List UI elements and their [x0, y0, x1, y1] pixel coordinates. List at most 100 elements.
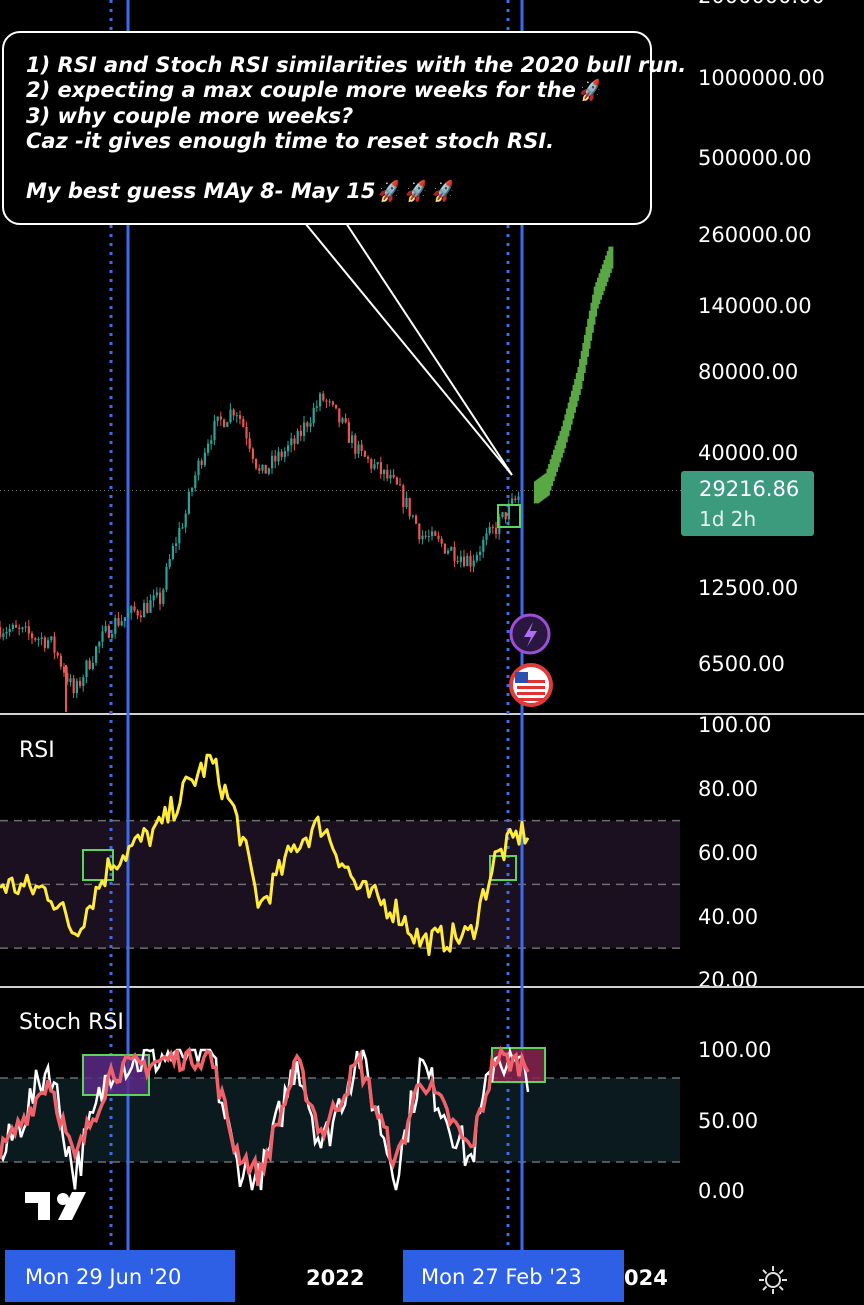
- candle-body: [123, 617, 126, 622]
- candle-body: [443, 543, 446, 554]
- rsi-axis-label: 20.00: [698, 968, 759, 986]
- candle-body: [341, 418, 344, 423]
- candle-body: [447, 550, 450, 554]
- callout-pointer: [304, 222, 513, 476]
- candle-body: [117, 617, 120, 626]
- candle-body: [517, 496, 520, 501]
- candle-body: [15, 624, 18, 628]
- candle-body: [434, 531, 437, 536]
- annotation-line-2-text: 2) expecting a max couple more weeks for…: [26, 78, 576, 102]
- stoch-axis-label: 0.00: [698, 1179, 745, 1203]
- candle-body: [203, 452, 206, 465]
- candle-body: [418, 523, 421, 540]
- candle-body: [475, 554, 478, 561]
- candle-body: [488, 526, 491, 534]
- candle-body: [274, 455, 277, 462]
- candle-body: [27, 626, 30, 634]
- candle-body: [485, 533, 488, 540]
- candle-body: [223, 419, 226, 427]
- candle-body: [431, 531, 434, 537]
- candle-body: [299, 430, 302, 436]
- candle-body: [287, 445, 290, 452]
- candle-body: [210, 440, 213, 444]
- candle-body: [114, 617, 117, 634]
- candle-body: [187, 491, 190, 514]
- candle-body: [501, 512, 504, 518]
- settings-gear-icon[interactable]: [757, 1264, 789, 1296]
- price-axis-label: 1000000.00: [698, 66, 825, 90]
- candle-body: [95, 646, 98, 663]
- rsi-axis-label: 80.00: [698, 777, 759, 801]
- candle-body: [143, 602, 146, 618]
- annotation-callout[interactable]: 1) RSI and Stoch RSI similarities with t…: [2, 31, 687, 225]
- flag-canton: [515, 672, 528, 683]
- candle-body: [104, 625, 107, 632]
- flag-stripe: [517, 686, 545, 689]
- candle-body: [421, 535, 424, 540]
- candle-body: [50, 636, 53, 641]
- candle-body: [127, 612, 130, 618]
- stoch-d-line: [0, 1045, 530, 1187]
- candle-body: [194, 475, 197, 489]
- rsi-pane-title[interactable]: RSI: [19, 738, 55, 763]
- price-axis-label: 140000.00: [698, 294, 812, 318]
- candle-body: [383, 469, 386, 475]
- candle-body: [255, 458, 258, 469]
- candle-body: [408, 497, 411, 517]
- candle-body: [379, 462, 382, 475]
- candle-body: [245, 427, 248, 439]
- candle-body: [40, 637, 43, 639]
- candle-body: [248, 438, 251, 449]
- candle-body: [165, 566, 168, 590]
- stoch-axis-label: 50.00: [698, 1109, 759, 1133]
- candle-body: [373, 464, 376, 469]
- price-axis-label: 500000.00: [698, 146, 812, 170]
- candle-body: [91, 662, 94, 669]
- candle-body: [11, 624, 14, 629]
- annotation-line-1: 1) RSI and Stoch RSI similarities with t…: [26, 53, 687, 77]
- current-price-value: 29216.86: [699, 477, 800, 501]
- candle-body: [363, 450, 366, 457]
- candle-body: [88, 660, 91, 669]
- candle-body: [34, 638, 37, 640]
- flag-stripe: [517, 692, 545, 695]
- candle-body: [280, 451, 283, 457]
- date-tag-left-text: Mon 29 Jun '20: [25, 1265, 182, 1289]
- annotation-line-4: Caz -it gives enough time to reset stoch…: [26, 129, 555, 153]
- rsi-axis-label: 100.00: [698, 713, 772, 737]
- candle-countdown: 1d 2h: [699, 507, 757, 531]
- candle-body: [85, 660, 88, 678]
- candle-body: [415, 515, 418, 524]
- candle-body: [139, 615, 142, 618]
- candle-body: [31, 633, 34, 639]
- candle-body: [463, 556, 466, 567]
- candle-body: [335, 404, 338, 409]
- candle-body: [514, 498, 517, 501]
- candle-body: [386, 469, 389, 479]
- candle-body: [120, 621, 123, 626]
- candle-body: [347, 422, 350, 443]
- price-axis-label: 260000.00: [698, 223, 812, 247]
- candle-body: [5, 632, 8, 634]
- candle-body: [315, 406, 318, 408]
- candle-body: [399, 484, 402, 486]
- rocket-icon: 🚀: [577, 78, 605, 104]
- candle-body: [283, 451, 286, 457]
- flag-stripe: [517, 698, 545, 701]
- candle-body: [18, 627, 21, 629]
- candle-body: [75, 681, 78, 694]
- candle-body: [251, 448, 254, 459]
- candle-body: [472, 560, 475, 567]
- candle-body: [271, 455, 274, 469]
- candle-body: [8, 628, 11, 633]
- candle-body: [136, 610, 139, 616]
- candle-body: [47, 640, 50, 648]
- current-price-tag[interactable]: 29216.86 1d 2h: [681, 471, 814, 536]
- candle-body: [21, 627, 24, 629]
- tradingview-logo-dot: [57, 1193, 69, 1205]
- stoch-rsi-pane-title[interactable]: Stoch RSI: [19, 1010, 124, 1035]
- candle-body: [328, 401, 331, 403]
- candle-body: [133, 606, 136, 611]
- candle-body: [507, 503, 510, 520]
- candle-body: [405, 497, 408, 508]
